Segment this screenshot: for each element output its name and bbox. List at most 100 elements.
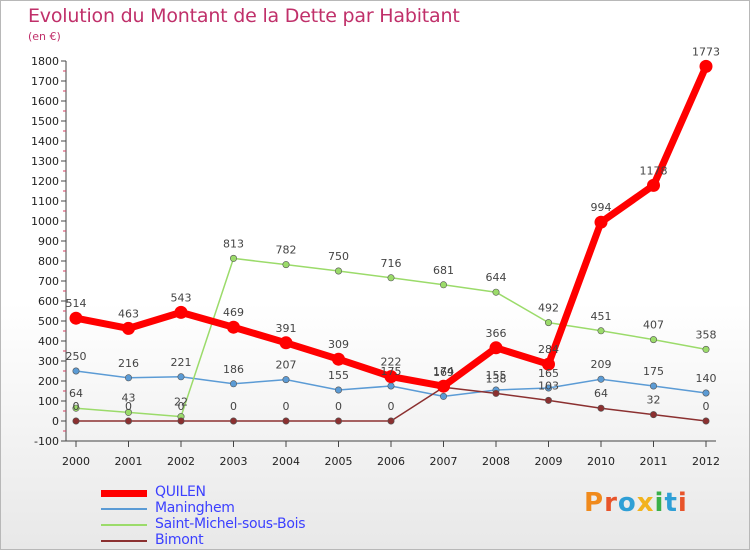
y-tick-label: 1500 <box>31 115 59 128</box>
logo-letter: P <box>584 488 605 518</box>
y-tick-label: 1200 <box>31 175 59 188</box>
data-label: 492 <box>538 302 559 315</box>
data-label: 221 <box>171 356 192 369</box>
data-label: 175 <box>643 365 664 378</box>
data-point <box>647 178 660 192</box>
data-point <box>69 311 83 325</box>
legend-swatch <box>101 489 147 497</box>
x-tick-label: 2000 <box>62 455 90 468</box>
data-point <box>230 380 238 388</box>
data-point <box>702 417 710 425</box>
y-tick-label: 700 <box>38 275 59 288</box>
y-tick-label: 1400 <box>31 135 59 148</box>
data-point <box>702 389 710 397</box>
data-label: 813 <box>223 237 244 250</box>
data-point <box>282 261 290 269</box>
data-point <box>387 382 395 390</box>
logo-letter: x <box>636 488 655 518</box>
data-point <box>542 357 555 371</box>
x-tick-label: 2010 <box>587 455 615 468</box>
data-point <box>597 327 605 335</box>
legend-item: QUILEN <box>101 484 401 501</box>
data-point <box>72 417 80 425</box>
data-point <box>489 341 503 355</box>
data-label: 0 <box>283 400 290 413</box>
data-point <box>334 386 342 394</box>
series-line-quilen <box>72 62 710 390</box>
data-point <box>649 411 657 419</box>
chart-unit: (en €) <box>28 30 61 43</box>
data-label: 207 <box>276 359 297 372</box>
y-tick-label: 400 <box>38 335 59 348</box>
data-label: 0 <box>388 400 395 413</box>
legend-label: Saint-Michel-sous-Bois <box>155 516 306 532</box>
x-tick-label: 2007 <box>430 455 458 468</box>
data-label: 43 <box>122 391 136 404</box>
data-label: 186 <box>223 363 244 376</box>
data-label: 175 <box>381 365 402 378</box>
data-point <box>437 379 450 393</box>
legend-item: Maninghem <box>101 500 401 517</box>
y-tick-label: 0 <box>52 415 59 428</box>
y-tick-label: 1600 <box>31 95 59 108</box>
legend-label: Maninghem <box>155 500 235 516</box>
data-point <box>125 374 133 382</box>
data-label: 366 <box>486 327 507 340</box>
logo-letter: o <box>617 488 637 518</box>
y-tick-label: 900 <box>38 235 59 248</box>
data-point <box>279 336 293 350</box>
x-tick-label: 2011 <box>640 455 668 468</box>
data-label: 0 <box>335 400 342 413</box>
y-tick-label: 1700 <box>31 75 59 88</box>
legend: QUILEN Maninghem Saint-Michel-sous-Bois Bim… <box>101 484 401 549</box>
data-label: 22 <box>174 396 188 409</box>
legend-item: Saint-Michel-sous-Bois <box>101 516 401 533</box>
data-label: 165 <box>538 367 559 380</box>
data-point <box>230 417 238 425</box>
data-label: 469 <box>223 306 244 319</box>
data-point <box>334 417 342 425</box>
legend-swatch <box>101 508 147 510</box>
legend-label: Bimont <box>155 532 204 548</box>
data-point <box>72 367 80 375</box>
data-point <box>597 404 605 412</box>
data-point <box>125 417 133 425</box>
data-point <box>544 319 552 327</box>
data-label: 216 <box>118 357 139 370</box>
y-tick-label: 600 <box>38 295 59 308</box>
data-label: 138 <box>486 372 507 385</box>
data-label: 0 <box>73 400 80 413</box>
data-point <box>174 305 188 319</box>
data-label: 543 <box>171 291 192 304</box>
x-tick-label: 2008 <box>482 455 510 468</box>
chart-title: Evolution du Montant de la Dette par Hab… <box>28 5 460 27</box>
proxiti-logo: Proxiti <box>584 488 688 518</box>
data-point <box>544 396 552 404</box>
data-label: 782 <box>276 244 297 257</box>
y-tick-label: 1100 <box>31 195 59 208</box>
data-label: 514 <box>66 297 87 310</box>
data-label: 391 <box>276 322 297 335</box>
data-point <box>227 320 240 334</box>
data-point <box>387 417 395 425</box>
data-point <box>177 417 185 425</box>
data-point <box>122 321 135 335</box>
data-label: 0 <box>703 400 710 413</box>
y-tick-label: 1800 <box>31 55 59 68</box>
data-point <box>332 352 345 366</box>
y-tick-label: 100 <box>38 395 59 408</box>
data-label: 64 <box>69 387 83 400</box>
data-label: 0 <box>125 400 132 413</box>
x-tick-label: 2001 <box>115 455 143 468</box>
data-point <box>282 417 290 425</box>
data-label: 250 <box>66 350 87 363</box>
data-point <box>597 375 605 383</box>
data-label: 64 <box>594 387 608 400</box>
data-point <box>544 384 552 392</box>
data-point <box>702 345 710 353</box>
data-label: 644 <box>486 271 507 284</box>
legend-label: QUILEN <box>155 484 206 500</box>
data-label: 174 <box>433 365 454 378</box>
y-tick-label: 500 <box>38 315 59 328</box>
legend-item: Bimont <box>101 532 401 549</box>
